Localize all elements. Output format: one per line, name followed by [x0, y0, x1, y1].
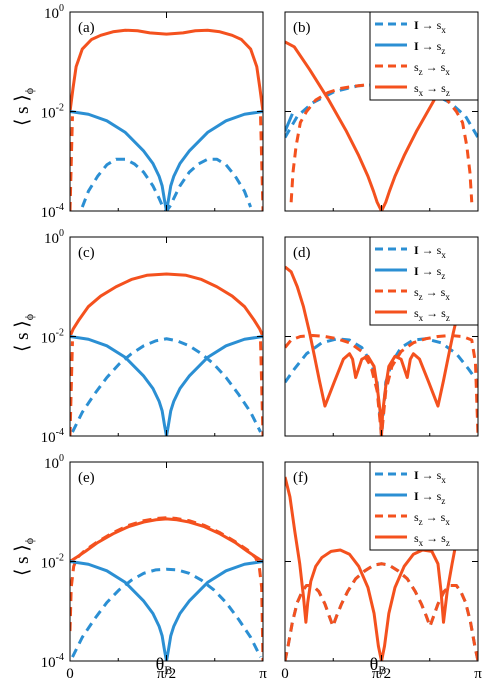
panel-c: 100 10-2 10-4 (c): [41, 228, 264, 446]
series-line-c-1: [70, 272, 263, 338]
legend-entry: sx → sz: [414, 531, 450, 548]
legend-entry: sx → sz: [414, 81, 450, 98]
plot-frame: [69, 11, 264, 212]
series-group: [285, 265, 478, 436]
x-tick-label: π: [474, 666, 482, 682]
x-tick-label: π/2: [372, 666, 391, 682]
series-group: [70, 28, 263, 211]
panel-label: (f): [293, 470, 308, 486]
y-tick-label: 100: [44, 3, 64, 22]
legend: I → sx I → sz sz → sx sx → sz: [369, 11, 479, 101]
panel-b: (b) I → sx I → sz sz → sx sx → sz: [284, 11, 479, 212]
series-line-a-3: [80, 157, 253, 211]
series-line-b-4: [285, 113, 294, 132]
series-line-c-3: [71, 337, 262, 433]
x-tick-label: 0: [66, 666, 74, 682]
panel-label: (d): [293, 245, 311, 261]
series-line-b-1: [285, 82, 478, 139]
legend-entry: I → sz: [414, 489, 445, 506]
x-tick-label: π/2: [157, 666, 176, 682]
legend-entry: I → sz: [414, 264, 445, 281]
series-line-b-3: [289, 82, 474, 203]
series-group: [70, 516, 263, 661]
y-axis-label-row-2: ⟨ s ⟩ϕ: [12, 314, 36, 352]
legend-entry: I → sx: [414, 468, 446, 485]
panel-e: 0 π/2 π 100 10-2 10-4 (e): [41, 453, 268, 682]
plot-frame: [69, 236, 264, 437]
legend-entry: I → sx: [414, 18, 446, 35]
plot-frame: [69, 461, 264, 662]
y-tick-label: 100: [44, 228, 64, 247]
legend-entry: sx → sz: [414, 306, 450, 323]
series-line-e-3: [70, 560, 263, 661]
legend: I → sx I → sz sz → sx sx → sz: [369, 236, 479, 326]
x-axis-label-right: θB: [370, 654, 387, 677]
legend-entry: sz → sx: [414, 60, 450, 77]
x-tick-label: π: [259, 666, 267, 682]
y-tick-label: 10-2: [41, 103, 64, 122]
panel-label: (a): [78, 20, 95, 36]
x-axis-label-left: θB: [156, 654, 173, 677]
legend-box: [369, 236, 479, 326]
series-line-e-4: [71, 567, 262, 658]
panel-label: (c): [78, 245, 95, 261]
series-line-a-1: [70, 28, 263, 112]
panel-label: (b): [293, 20, 311, 36]
series-line-d-3: [285, 265, 478, 436]
y-tick-label: 100: [44, 453, 64, 472]
legend-box: [369, 461, 479, 551]
series-line-f-3: [285, 476, 478, 661]
legend-box: [369, 11, 479, 101]
x-tick-label: 0: [281, 666, 289, 682]
y-tick-label: 10-4: [41, 427, 64, 446]
y-tick-label: 10-2: [41, 328, 64, 347]
y-tick-label: 10-2: [41, 553, 64, 572]
panel-d: (d) I → sx I → sz sz → sx sx → sz: [284, 236, 479, 437]
legend-entry: sz → sx: [414, 285, 450, 302]
series-line-a-2: [70, 110, 263, 211]
legend-entry: I → sx: [414, 243, 446, 260]
series-group: [285, 476, 478, 661]
legend: I → sx I → sz sz → sx sx → sz: [369, 461, 479, 551]
y-tick-label: 10-4: [41, 652, 64, 671]
series-line-e-2: [70, 516, 263, 661]
y-axis-label-row-3: ⟨ s ⟩ϕ: [12, 538, 36, 576]
panel-a: 100 10-2 10-4 (a): [41, 3, 264, 221]
panel-label: (e): [78, 470, 95, 486]
panel-f: 0 π/2 π (f) I → sx I → sz sz → sx sx → sz: [281, 461, 482, 682]
series-group: [70, 272, 263, 436]
legend-entry: I → sz: [414, 39, 445, 56]
legend-entry: sz → sx: [414, 510, 450, 527]
y-tick-label: 10-4: [41, 202, 64, 221]
y-axis-label-row-1: ⟨ s ⟩ϕ: [12, 88, 36, 126]
